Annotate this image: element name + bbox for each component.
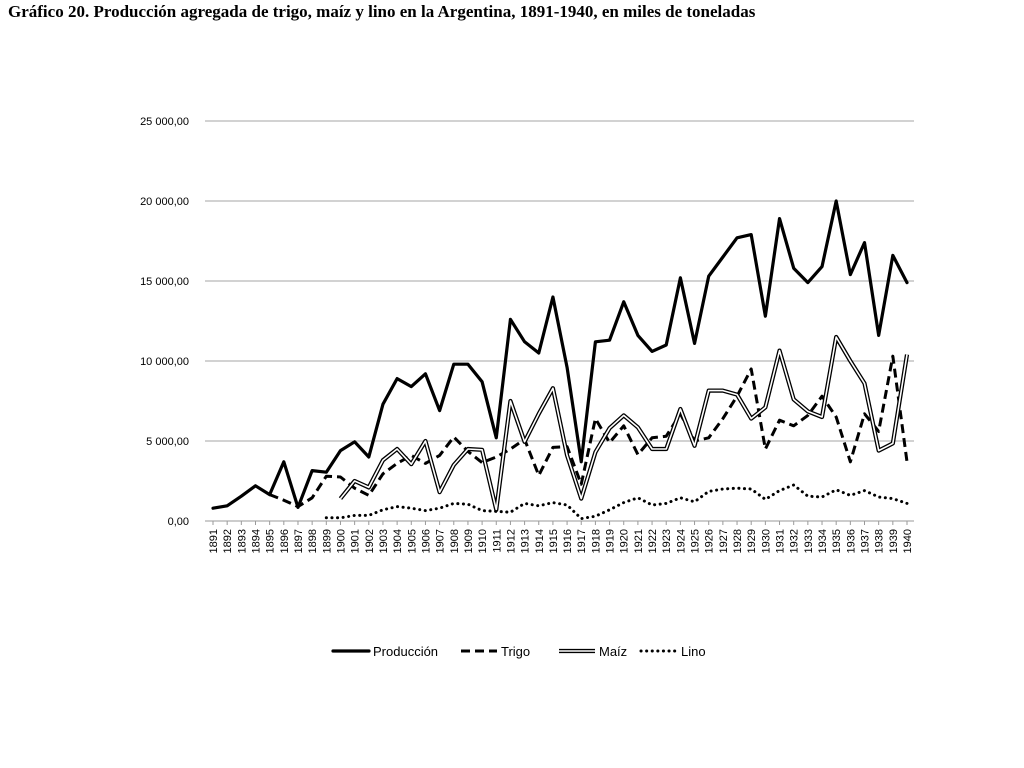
- legend-label-maiz: Maíz: [599, 644, 627, 659]
- x-tick-label: 1936: [845, 529, 857, 553]
- legend-label-lino: Lino: [681, 644, 706, 659]
- legend-item-produccion: Producción: [331, 644, 438, 659]
- x-tick-label: 1917: [576, 529, 588, 553]
- x-tick-label: 1920: [619, 529, 631, 553]
- legend: Producción Trigo Maíz Lino: [331, 644, 706, 659]
- x-tick-label: 1901: [350, 529, 362, 553]
- x-tick-label: 1899: [321, 529, 333, 553]
- x-tick-label: 1924: [675, 529, 687, 553]
- x-tick-label: 1892: [222, 529, 234, 553]
- x-tick-label: 1937: [860, 529, 872, 553]
- series-line-lino: [324, 483, 909, 521]
- x-tick-label: 1905: [406, 529, 418, 553]
- series-line-maiz: [338, 334, 910, 512]
- x-tick-label: 1918: [590, 529, 602, 553]
- x-tick-label: 1897: [293, 529, 305, 553]
- y-axis-tick-labels: 0,00 5 000,00 10 000,00 15 000,00 20 000,00 2…: [140, 116, 189, 528]
- x-tick-label: 1904: [392, 529, 404, 553]
- x-tick-label: 1909: [463, 529, 475, 553]
- legend-item-lino: Lino: [639, 644, 706, 659]
- x-tick-label: 1902: [364, 529, 376, 553]
- series-lines: [211, 199, 910, 521]
- x-tick-label: 1908: [449, 529, 461, 553]
- x-tick-label: 1929: [746, 529, 758, 553]
- x-tick-label: 1911: [491, 529, 503, 553]
- x-tick-label: 1932: [789, 529, 801, 553]
- y-tick-label: 15 000,00: [140, 276, 189, 288]
- legend-label-produccion: Producción: [373, 644, 438, 659]
- x-tick-label: 1927: [718, 529, 730, 553]
- y-tick-label: 5 000,00: [146, 436, 189, 448]
- x-tick-label: 1916: [562, 529, 574, 553]
- x-tick-label: 1923: [661, 529, 673, 553]
- x-tick-label: 1895: [265, 529, 277, 553]
- x-tick-label: 1931: [775, 529, 787, 553]
- chart-title: Gráfico 20. Producción agregada de trigo…: [8, 2, 756, 21]
- x-tick-label: 1910: [477, 529, 489, 553]
- x-tick-label: 1925: [690, 529, 702, 553]
- x-tick-label: 1921: [633, 529, 645, 553]
- x-tick-label: 1898: [307, 529, 319, 553]
- x-tick-label: 1926: [704, 529, 716, 553]
- x-tick-label: 1922: [647, 529, 659, 553]
- x-tick-label: 1930: [760, 529, 772, 553]
- y-tick-label: 20 000,00: [140, 196, 189, 208]
- series-line-trigo: [269, 354, 909, 509]
- x-axis-tick-labels: 1891 1892 1893 1894 1895 1896 1897 1898 1899 1900…: [208, 529, 914, 553]
- x-tick-label: 1894: [250, 529, 262, 553]
- x-tick-label: 1935: [831, 529, 843, 553]
- legend-label-trigo: Trigo: [501, 644, 530, 659]
- x-tick-label: 1907: [435, 529, 447, 553]
- x-tick-label: 1912: [505, 529, 517, 553]
- x-tick-label: 1891: [208, 529, 220, 553]
- series-line-produccion: [211, 199, 909, 510]
- x-tick-label: 1906: [420, 529, 432, 553]
- y-tick-label: 25 000,00: [140, 116, 189, 128]
- x-tick-label: 1934: [817, 529, 829, 553]
- legend-item-maiz: Maíz: [559, 644, 627, 659]
- y-tick-label: 0,00: [168, 516, 189, 528]
- y-tick-label: 10 000,00: [140, 356, 189, 368]
- x-tick-label: 1939: [888, 529, 900, 553]
- x-tick-label: 1893: [236, 529, 248, 553]
- x-tick-label: 1915: [548, 529, 560, 553]
- x-tick-label: 1896: [279, 529, 291, 553]
- x-tick-label: 1913: [520, 529, 532, 553]
- legend-item-trigo: Trigo: [461, 644, 530, 659]
- gridlines: [205, 120, 914, 525]
- x-tick-label: 1938: [874, 529, 886, 553]
- x-tick-label: 1914: [534, 529, 546, 553]
- x-tick-label: 1940: [902, 529, 914, 553]
- x-tick-label: 1933: [803, 529, 815, 553]
- x-tick-label: 1903: [378, 529, 390, 553]
- series-line-maiz-inner: [339, 336, 908, 511]
- x-tick-label: 1928: [732, 529, 744, 553]
- x-tick-label: 1900: [335, 529, 347, 553]
- x-tick-label: 1919: [605, 529, 617, 553]
